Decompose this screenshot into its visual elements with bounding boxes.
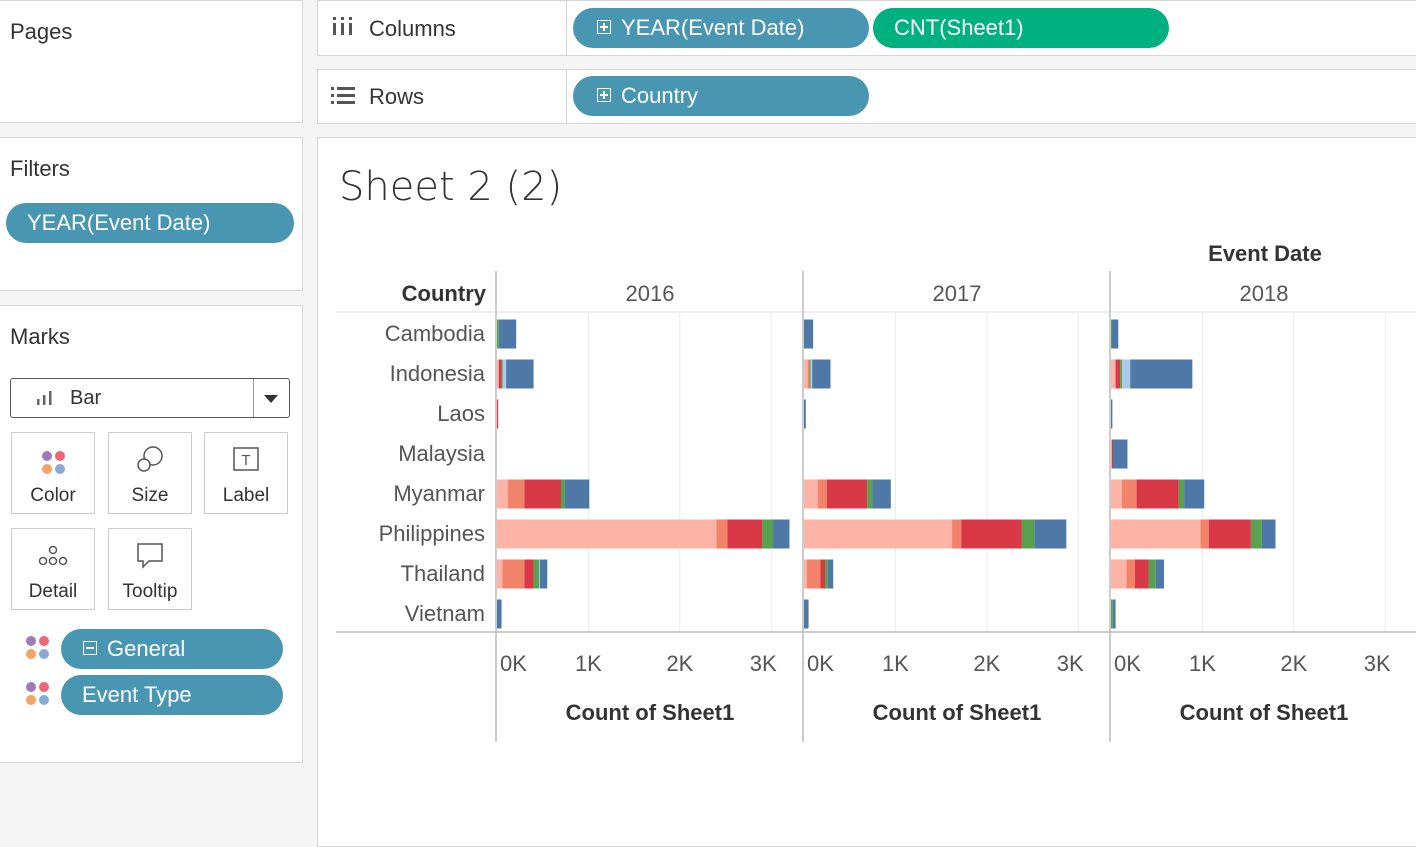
chevron-down-icon [264,395,278,403]
dropdown-divider [253,379,254,417]
label-icon: T [233,447,259,471]
columns-shelf: Columns YEAR(Event Date) CNT(Sheet1) [317,0,1416,56]
svg-text:T: T [241,452,250,469]
filters-title: Filters [10,156,70,181]
filter-pill-label: YEAR(Event Date) [27,210,211,235]
rows-pill-country[interactable]: Country [573,76,869,116]
columns-icon [333,17,352,35]
detail-icon [38,545,68,566]
collapse-icon[interactable] [83,641,97,656]
marks-pill-general-label: General [107,636,186,661]
detail-card[interactable]: Detail [11,528,95,610]
color-icon [12,445,94,475]
expand-icon[interactable] [597,20,611,35]
filter-pill-year-event-date[interactable]: YEAR(Event Date) [6,203,294,243]
columns-pill-year-label: YEAR(Event Date) [621,15,805,40]
color-field-icon [26,682,49,705]
marks-panel: Marks Bar Color Size [0,305,303,763]
color-card-label: Color [30,485,76,506]
columns-pill-year-event-date[interactable]: YEAR(Event Date) [573,8,869,48]
bar-chart-icon [37,391,52,405]
columns-label: Columns [369,16,456,41]
filters-panel: Filters YEAR(Event Date) [0,137,303,291]
mark-type-dropdown[interactable]: Bar [10,378,290,418]
sheet-title: Sheet 2 (2) [339,164,563,210]
marks-title: Marks [10,324,70,349]
tooltip-card[interactable]: Tooltip [108,528,192,610]
rows-label: Rows [369,84,425,109]
color-field-icon [26,636,49,659]
rows-pill-country-label: Country [621,83,699,108]
columns-pill-cnt-label: CNT(Sheet1) [894,15,1024,40]
shelf-divider [566,70,567,123]
rows-shelf: Rows Country [317,69,1416,124]
tooltip-icon [137,543,163,569]
marks-pill-general[interactable]: General [61,629,283,669]
mark-type-value: Bar [70,387,102,409]
rows-icon [331,87,355,104]
expand-icon[interactable] [597,88,611,103]
shelf-divider [566,1,567,55]
sheet-view: Sheet 2 (2) [317,137,1416,847]
size-icon [137,446,163,472]
label-card-label: Label [222,485,270,506]
marks-pill-event-type[interactable]: Event Type [61,675,283,715]
tooltip-card-label: Tooltip [122,581,178,602]
marks-pill-event-type-label: Event Type [82,682,192,707]
pages-panel: Pages [0,0,303,123]
columns-pill-cnt-sheet1[interactable]: CNT(Sheet1) [873,8,1169,48]
label-card[interactable]: T Label [204,432,288,514]
pages-title: Pages [10,19,73,44]
size-card[interactable]: Size [108,432,192,514]
color-card[interactable]: Color [11,432,95,514]
size-card-label: Size [131,485,169,506]
detail-card-label: Detail [28,581,78,602]
